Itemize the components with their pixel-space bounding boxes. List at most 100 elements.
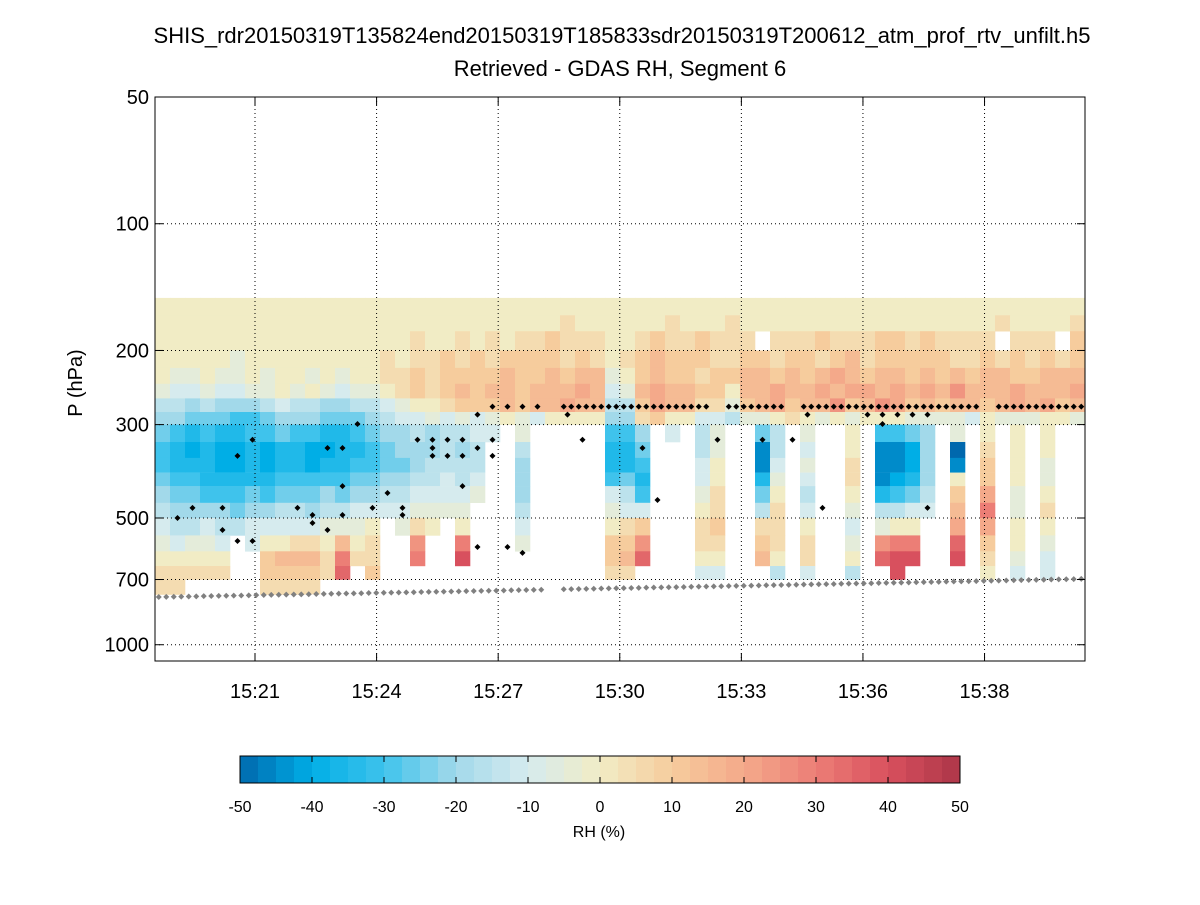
heatmap-cell (620, 350, 636, 369)
heatmap-cell (455, 551, 471, 567)
heatmap-cell (845, 518, 861, 536)
heatmap-cell (710, 398, 726, 413)
tropopause-marker (894, 411, 901, 418)
heatmap-cell (845, 457, 861, 473)
heatmap-cell (545, 383, 561, 399)
heatmap-cell (395, 315, 411, 332)
tropopause-marker (890, 403, 897, 410)
heatmap-cell (800, 383, 816, 399)
heatmap-cell (185, 518, 201, 536)
heatmap-cell (800, 424, 816, 443)
heatmap-cell (545, 315, 561, 332)
heatmap-cell (920, 297, 936, 316)
tropopause-marker (673, 403, 680, 410)
colorbar-swatch (438, 756, 457, 783)
heatmap-cell (290, 297, 306, 316)
heatmap-cell (1070, 315, 1086, 332)
heatmap-cell (215, 518, 231, 536)
heatmap-cell (620, 383, 636, 399)
heatmap-cell (170, 297, 186, 316)
heatmap-cell (845, 350, 861, 369)
heatmap-cell (410, 457, 426, 473)
heatmap-cell (260, 442, 276, 459)
heatmap-cell (335, 297, 351, 316)
heatmap-cell (770, 331, 786, 351)
surface-marker (500, 587, 507, 594)
heatmap-cell (890, 472, 906, 487)
heatmap-cell (410, 315, 426, 332)
heatmap-cell (695, 551, 711, 567)
heatmap-cell (875, 551, 891, 567)
heatmap-cell (995, 297, 1011, 316)
heatmap-cell (935, 412, 951, 425)
heatmap-cell (245, 315, 261, 332)
heatmap-cell (1040, 383, 1056, 399)
tropopause-marker (324, 445, 331, 452)
tropopause-marker (474, 544, 481, 551)
heatmap-cell (365, 442, 381, 459)
tropopause-marker (1003, 403, 1010, 410)
surface-marker (650, 584, 657, 591)
tropopause-marker (680, 403, 687, 410)
heatmap-cell (455, 518, 471, 536)
heatmap-cell (350, 472, 366, 487)
surface-marker (890, 579, 897, 586)
heatmap-cell (155, 535, 171, 552)
heatmap-cell (890, 315, 906, 332)
heatmap-cell (755, 535, 771, 552)
heatmap-cell (335, 566, 351, 580)
heatmap-cell (515, 331, 531, 351)
heatmap-cell (215, 551, 231, 567)
heatmap-cell (740, 315, 756, 332)
heatmap-cell (860, 331, 876, 351)
heatmap-cell (515, 518, 531, 536)
surface-marker (965, 578, 972, 585)
heatmap-cell (605, 566, 621, 580)
tropopause-marker (1055, 403, 1062, 410)
heatmap-cell (395, 350, 411, 369)
surface-marker (973, 578, 980, 585)
heatmap-cell (365, 535, 381, 552)
heatmap-cell (770, 412, 786, 425)
heatmap-cell (410, 412, 426, 425)
heatmap-cell (665, 315, 681, 332)
heatmap-cell (245, 331, 261, 351)
heatmap-cell (860, 383, 876, 399)
heatmap-cell (725, 412, 741, 425)
heatmap-cell (695, 566, 711, 580)
heatmap-cell (950, 350, 966, 369)
colorbar-tick-label: 30 (807, 799, 825, 816)
heatmap-cell (470, 486, 486, 503)
tropopause-marker (444, 452, 451, 459)
heatmap-cell (170, 579, 186, 595)
heatmap-cell (260, 398, 276, 413)
heatmap-cells (155, 297, 1086, 595)
heatmap-cell (365, 398, 381, 413)
tropopause-marker (489, 452, 496, 459)
colorbar-swatch (420, 756, 439, 783)
heatmap-cell (155, 315, 171, 332)
surface-marker (935, 578, 942, 585)
heatmap-cell (620, 424, 636, 443)
heatmap-cell (380, 457, 396, 473)
surface-marker (703, 583, 710, 590)
heatmap-cell (185, 315, 201, 332)
heatmap-cell (980, 297, 996, 316)
surface-marker (943, 578, 950, 585)
heatmap-cell (575, 383, 591, 399)
colorbar-swatch (240, 756, 259, 783)
heatmap-cell (425, 472, 441, 487)
heatmap-cell (650, 315, 666, 332)
heatmap-cell (1055, 383, 1071, 399)
surface-marker (1055, 576, 1062, 583)
heatmap-cell (665, 331, 681, 351)
tropopause-marker (1078, 403, 1085, 410)
surface-marker (680, 583, 687, 590)
tropopause-marker (965, 403, 972, 410)
surface-marker (463, 588, 470, 595)
heatmap-cell (335, 518, 351, 536)
heatmap-cell (440, 331, 456, 351)
heatmap-cell (950, 502, 966, 519)
heatmap-cell (920, 383, 936, 399)
heatmap-cell (305, 383, 321, 399)
